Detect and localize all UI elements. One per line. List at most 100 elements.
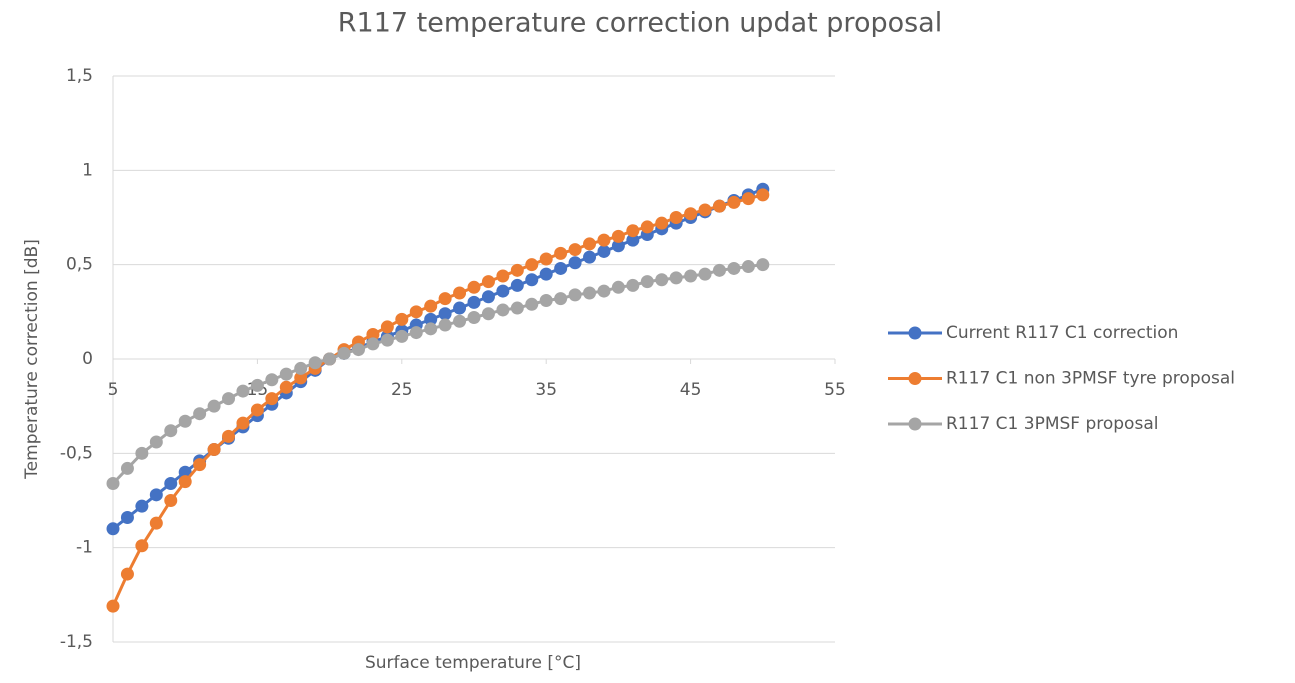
- data-point: [409, 305, 423, 319]
- legend-marker: [908, 372, 922, 385]
- data-point: [453, 286, 467, 300]
- data-point: [568, 288, 582, 302]
- data-point: [568, 256, 582, 270]
- data-point: [467, 280, 481, 294]
- data-point: [583, 237, 597, 251]
- data-point: [539, 267, 553, 281]
- data-point: [106, 477, 120, 491]
- data-point: [337, 346, 351, 360]
- y-tick-label: 1,5: [66, 66, 93, 86]
- data-point: [120, 510, 134, 524]
- data-point: [380, 320, 394, 334]
- data-point: [106, 522, 120, 536]
- data-point: [525, 297, 539, 311]
- data-point: [640, 220, 654, 234]
- y-tick-label: -1,5: [60, 632, 93, 652]
- data-point: [727, 195, 741, 209]
- data-point: [265, 392, 279, 406]
- data-point: [655, 216, 669, 230]
- data-point: [193, 407, 207, 421]
- data-point: [669, 271, 683, 285]
- data-point: [655, 273, 669, 287]
- data-point: [756, 188, 770, 202]
- data-point: [510, 263, 524, 277]
- data-point: [438, 292, 452, 306]
- data-point: [135, 539, 149, 553]
- data-point: [222, 429, 236, 443]
- data-point: [539, 252, 553, 266]
- x-tick-label: 55: [824, 380, 846, 400]
- data-point: [626, 233, 640, 247]
- data-point: [265, 373, 279, 387]
- y-axis-label: Temperature correction [dB]: [22, 239, 42, 480]
- data-point: [626, 224, 640, 238]
- data-point: [525, 258, 539, 272]
- data-point: [640, 275, 654, 289]
- data-point: [120, 567, 134, 581]
- data-point: [178, 465, 192, 479]
- data-point: [279, 367, 293, 381]
- legend-label: R117 C1 non 3PMSF tyre proposal: [946, 369, 1235, 389]
- data-point: [712, 263, 726, 277]
- data-point: [510, 301, 524, 315]
- x-tick-label: 35: [535, 380, 557, 400]
- data-point: [611, 280, 625, 294]
- data-point: [294, 371, 308, 385]
- data-point: [207, 399, 221, 413]
- data-point: [611, 239, 625, 253]
- data-point: [279, 380, 293, 394]
- data-point: [568, 243, 582, 257]
- data-point: [164, 494, 178, 507]
- series-line: [111, 193, 764, 607]
- data-point: [496, 284, 510, 298]
- series-line: [111, 263, 763, 485]
- data-point: [424, 299, 438, 313]
- data-point: [294, 361, 308, 375]
- data-point: [193, 458, 207, 472]
- data-point: [554, 292, 568, 306]
- legend-marker: [908, 326, 922, 340]
- data-point: [323, 352, 337, 366]
- data-point: [539, 294, 553, 308]
- data-point: [149, 435, 163, 449]
- data-point: [698, 203, 712, 217]
- data-point: [467, 295, 481, 309]
- data-point: [438, 318, 452, 332]
- x-tick-label: 25: [391, 380, 413, 400]
- data-point: [467, 310, 481, 324]
- data-point: [741, 260, 755, 274]
- data-point: [496, 269, 510, 283]
- legend-marker: [908, 417, 922, 431]
- data-point: [554, 246, 568, 260]
- data-point: [712, 199, 726, 213]
- data-point: [684, 269, 698, 283]
- data-point: [149, 488, 163, 502]
- y-tick-label: -0,5: [60, 443, 93, 463]
- y-tick-label: -1: [76, 538, 93, 558]
- data-point: [611, 229, 625, 243]
- data-point: [597, 244, 611, 258]
- data-point: [164, 477, 178, 491]
- data-point: [106, 599, 120, 613]
- data-point: [424, 322, 438, 336]
- chart-title: R117 temperature correction updat propos…: [338, 8, 942, 39]
- y-tick-label: 0: [82, 349, 93, 369]
- data-point: [178, 475, 192, 489]
- x-tick-label: 5: [108, 380, 119, 400]
- data-point: [380, 333, 394, 347]
- data-point: [178, 414, 192, 428]
- data-point: [510, 278, 524, 292]
- data-point: [207, 443, 221, 457]
- data-point: [120, 461, 134, 475]
- legend-label: Current R117 C1 correction: [946, 323, 1178, 343]
- data-point: [409, 326, 423, 340]
- data-point: [236, 384, 250, 398]
- data-point: [669, 211, 683, 224]
- data-point: [308, 356, 322, 370]
- data-point: [481, 290, 495, 304]
- data-point: [135, 499, 149, 513]
- data-point: [741, 192, 755, 206]
- data-point: [583, 250, 597, 264]
- data-point: [583, 286, 597, 300]
